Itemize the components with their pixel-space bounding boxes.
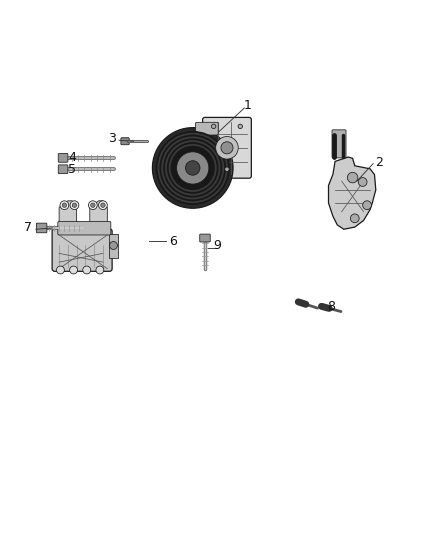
Text: 6: 6: [169, 235, 177, 248]
Circle shape: [62, 203, 67, 207]
Circle shape: [83, 266, 91, 274]
Circle shape: [212, 124, 216, 128]
Circle shape: [110, 241, 117, 249]
FancyBboxPatch shape: [52, 229, 112, 271]
Circle shape: [70, 266, 78, 274]
Circle shape: [60, 201, 69, 209]
Circle shape: [170, 146, 215, 190]
Circle shape: [155, 131, 230, 205]
FancyBboxPatch shape: [332, 130, 346, 158]
Circle shape: [158, 133, 228, 203]
Circle shape: [96, 266, 104, 274]
Circle shape: [350, 214, 359, 223]
Text: 1: 1: [244, 99, 251, 112]
Circle shape: [163, 139, 223, 198]
FancyBboxPatch shape: [203, 117, 251, 178]
Circle shape: [72, 203, 77, 207]
Circle shape: [358, 177, 367, 187]
FancyBboxPatch shape: [58, 165, 68, 174]
Circle shape: [165, 140, 220, 196]
Circle shape: [347, 172, 358, 183]
Circle shape: [152, 128, 233, 208]
Circle shape: [159, 135, 226, 201]
Circle shape: [238, 124, 243, 128]
Circle shape: [57, 266, 64, 274]
Circle shape: [363, 201, 371, 209]
Polygon shape: [90, 201, 107, 233]
Circle shape: [225, 167, 229, 172]
FancyBboxPatch shape: [195, 122, 218, 135]
Text: 2: 2: [375, 156, 383, 169]
Polygon shape: [328, 157, 376, 229]
Circle shape: [221, 142, 233, 154]
Circle shape: [185, 160, 200, 175]
Circle shape: [161, 136, 224, 199]
Circle shape: [99, 201, 107, 209]
Circle shape: [169, 144, 217, 192]
Circle shape: [215, 136, 238, 159]
Circle shape: [101, 203, 105, 207]
Circle shape: [91, 203, 95, 207]
Circle shape: [88, 201, 97, 209]
Text: 7: 7: [25, 221, 32, 235]
Circle shape: [167, 142, 219, 194]
Circle shape: [70, 201, 79, 209]
FancyBboxPatch shape: [200, 234, 210, 242]
Text: 3: 3: [108, 132, 116, 145]
FancyBboxPatch shape: [58, 154, 68, 162]
Text: 4: 4: [68, 151, 76, 164]
FancyBboxPatch shape: [58, 221, 111, 235]
FancyBboxPatch shape: [36, 223, 47, 233]
Text: 9: 9: [213, 239, 221, 252]
Text: 8: 8: [327, 300, 335, 313]
Polygon shape: [59, 201, 77, 233]
Polygon shape: [109, 233, 118, 258]
Circle shape: [177, 152, 209, 184]
FancyBboxPatch shape: [121, 138, 129, 145]
Text: 5: 5: [68, 163, 76, 176]
